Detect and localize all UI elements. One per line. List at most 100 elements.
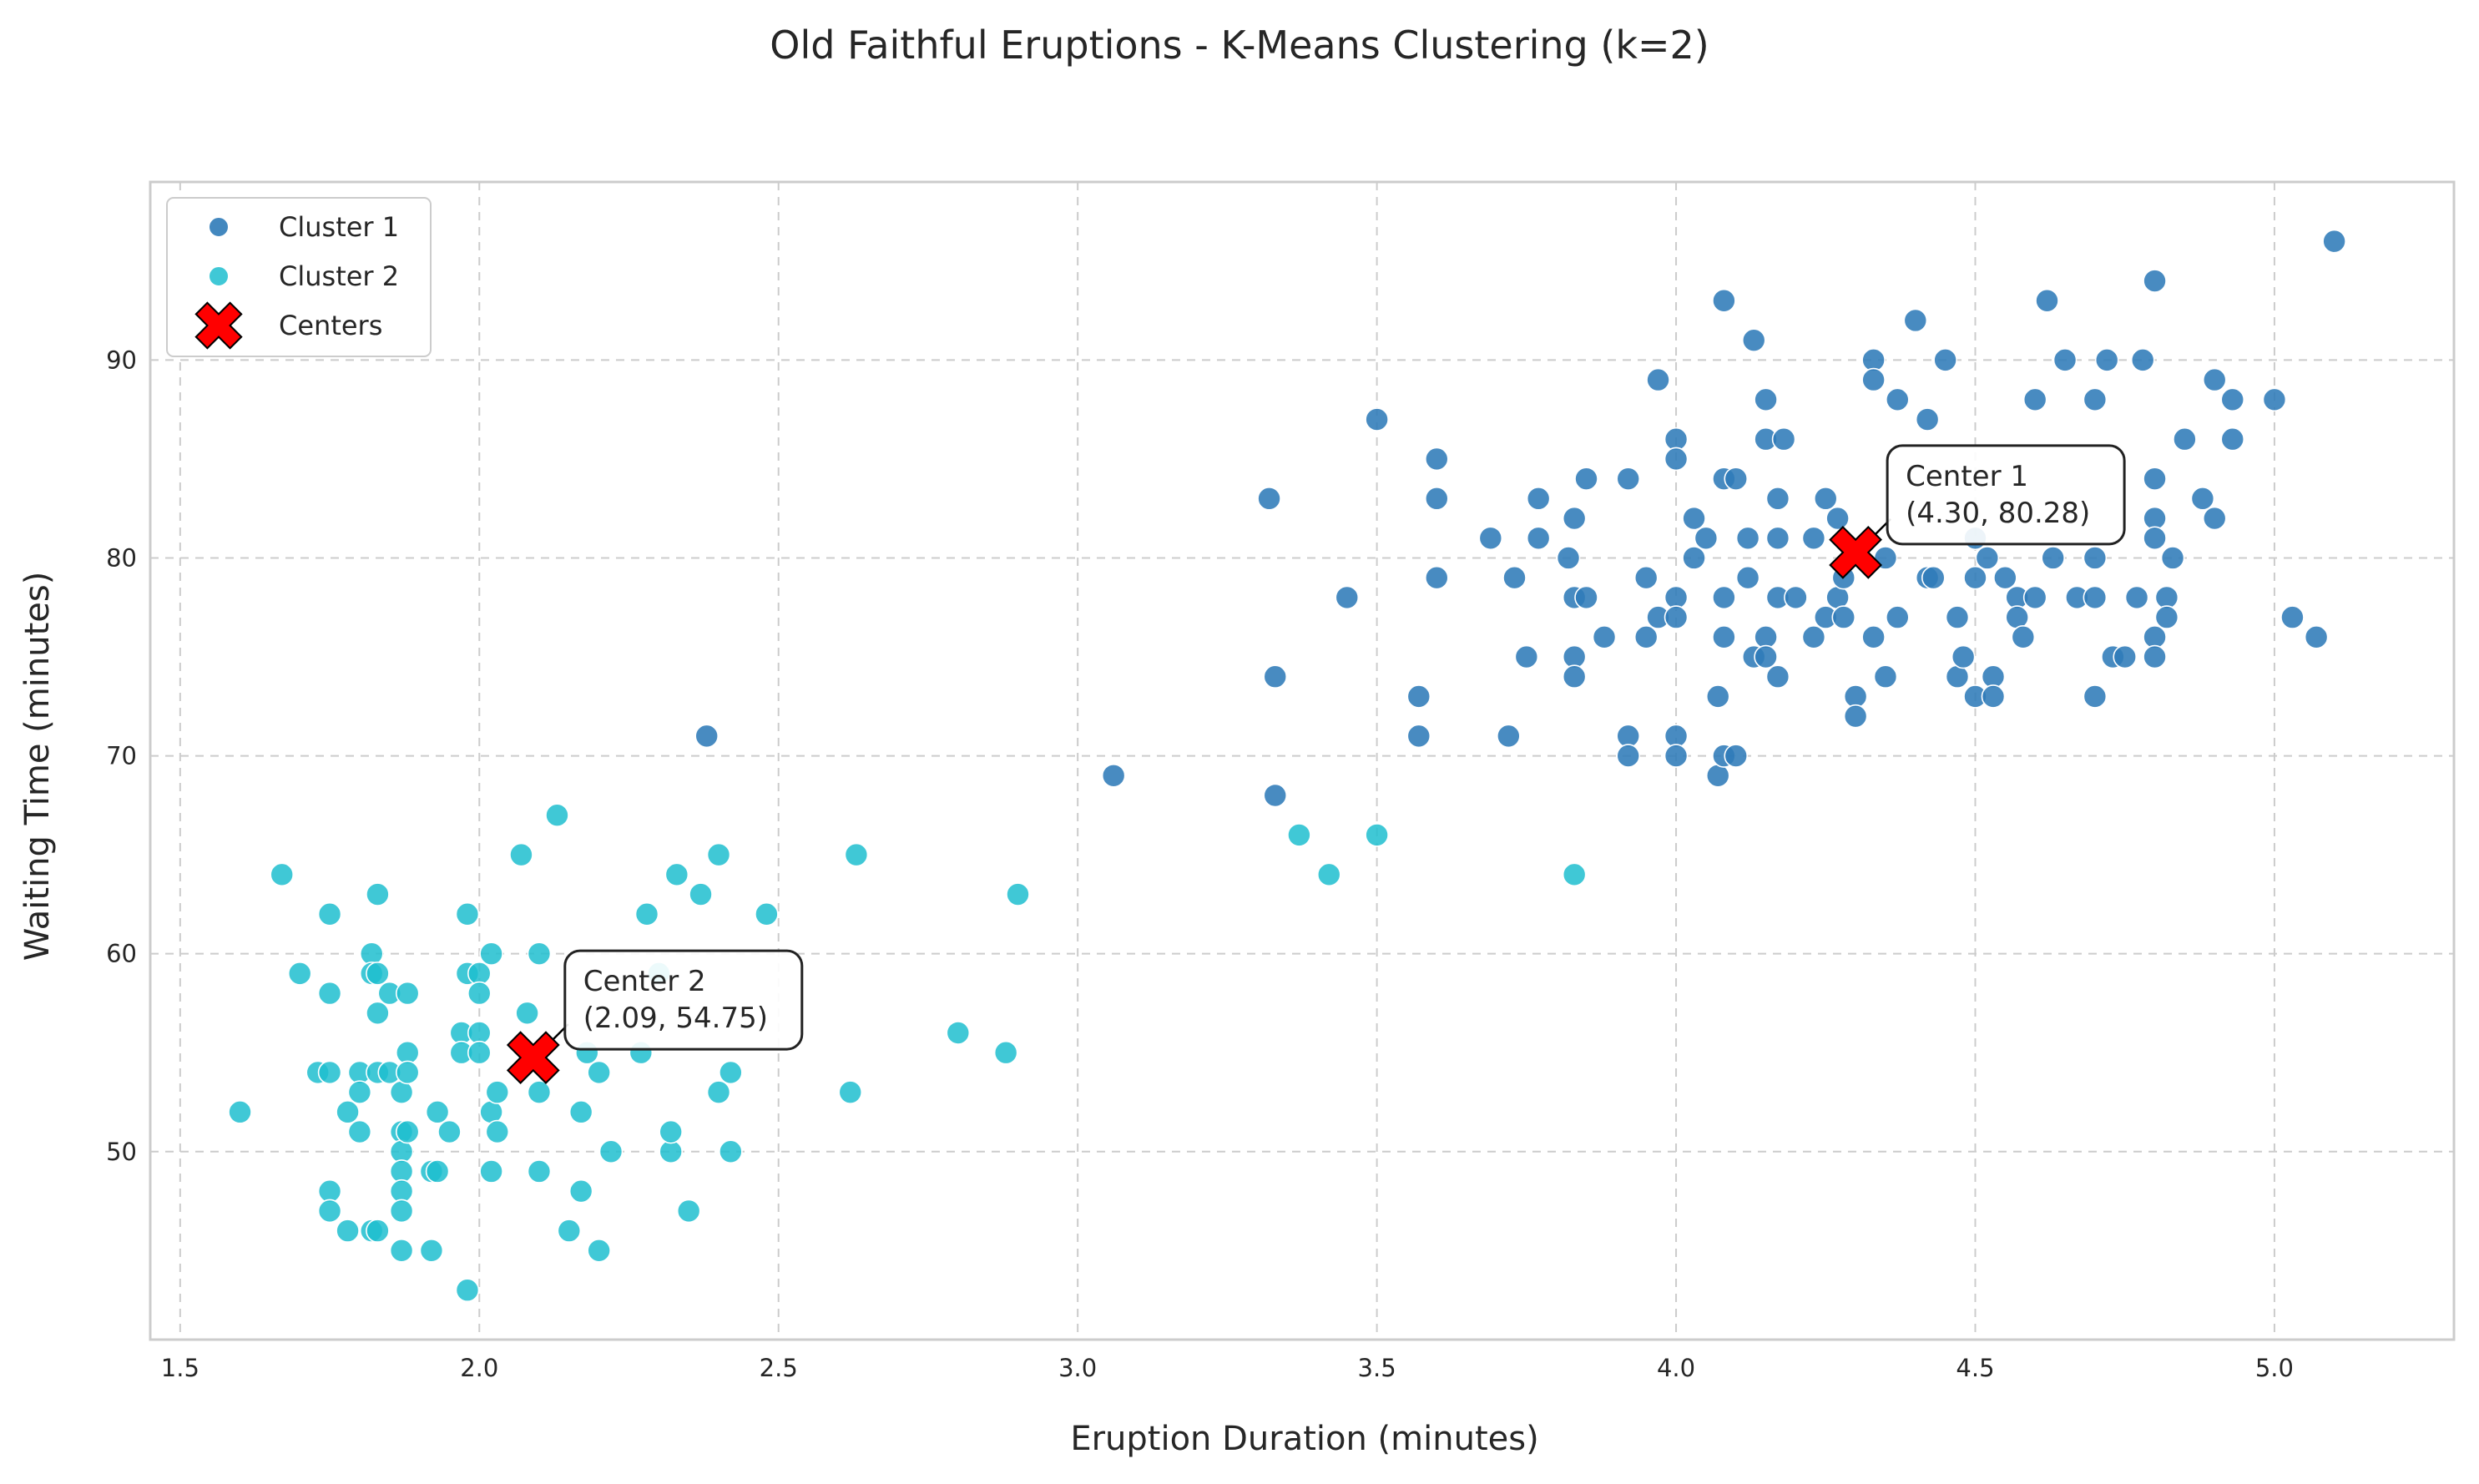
cluster-2-point: [366, 962, 390, 986]
cluster-1-point: [2083, 546, 2108, 570]
cluster-2-point: [946, 1021, 971, 1045]
cluster-1-point: [2220, 387, 2245, 412]
cluster-2-point: [317, 981, 342, 1006]
cluster-2-point: [395, 981, 420, 1006]
chart-title: Old Faithful Eruptions - K-Means Cluster…: [770, 23, 1709, 68]
cluster-1-point: [1843, 704, 1868, 729]
legend-marker-cluster-2: [208, 265, 230, 287]
cluster-1-point: [2160, 546, 2185, 570]
cluster-2-point: [659, 1119, 683, 1144]
cluster-1-point: [1562, 664, 1587, 689]
cluster-1-point: [1861, 367, 1886, 392]
cluster-2-point: [366, 1219, 390, 1243]
cluster-2-point: [755, 901, 779, 926]
cluster-2-point: [844, 842, 869, 867]
legend-label-cluster-2: Cluster 2: [279, 260, 399, 292]
y-tick-label: 80: [106, 543, 137, 572]
cluster-2-point: [598, 1139, 624, 1164]
cluster-1-point: [1933, 348, 1957, 372]
cluster-1-point: [1813, 487, 1838, 511]
cluster-1-point: [694, 724, 719, 749]
cluster-2-point: [1365, 823, 1389, 847]
cluster-1-point: [1765, 664, 1790, 689]
cluster-1-point: [2202, 506, 2227, 531]
cluster-2-point: [515, 1001, 539, 1026]
cluster-2-point: [527, 1159, 552, 1184]
cluster-2-point: [467, 981, 492, 1006]
y-axis-label: Waiting Time (minutes): [18, 572, 57, 962]
center-annotations: Center 1 (4.30, 80.28) Center 2 (2.09, 54.7…: [506, 444, 2126, 1085]
cluster-1-point: [1633, 625, 1659, 649]
cluster-1-point: [2143, 644, 2167, 669]
cluster-2-point: [1006, 882, 1030, 906]
cluster-1-point: [2143, 269, 2167, 293]
cluster-1-point: [2083, 684, 2108, 709]
cluster-1-point: [2022, 585, 2047, 610]
cluster-1-point: [1915, 407, 1940, 432]
cluster-2-point: [425, 1100, 450, 1124]
x-tick-label: 1.5: [161, 1354, 199, 1382]
x-tick-label: 3.0: [1058, 1354, 1097, 1382]
cluster-1-point: [1556, 546, 1581, 570]
cluster-1-point: [1735, 526, 1760, 551]
cluster-1-point: [1682, 506, 1706, 531]
cluster-1-point: [1963, 565, 1987, 590]
cluster-2-point: [287, 962, 312, 986]
cluster-2-point: [395, 1060, 420, 1085]
cluster-1-point: [1497, 724, 1521, 749]
cluster-2-point: [389, 1080, 414, 1104]
cluster-1-point: [1616, 744, 1641, 768]
cluster-1-point: [2035, 288, 2059, 313]
cluster-1-point: [1951, 644, 1976, 669]
legend-label-cluster-1: Cluster 1: [279, 211, 399, 243]
cluster-2-point: [455, 901, 480, 926]
cluster-1-point: [1592, 625, 1617, 649]
cluster-1-point: [1526, 526, 1551, 551]
cluster-2-point: [437, 1119, 462, 1144]
cluster-1-point: [1885, 605, 1910, 629]
cluster-2-point: [228, 1100, 252, 1124]
cluster-2-point: [485, 1080, 510, 1104]
cluster-1-point: [1765, 487, 1790, 511]
cluster-2-point: [455, 1278, 480, 1303]
cluster-2-point: [395, 1119, 420, 1144]
plot-frame: [149, 180, 2456, 1341]
cluster-1-point: [1424, 565, 1449, 590]
cluster-2-point: [479, 941, 503, 966]
cluster-2-point: [993, 1040, 1018, 1065]
cluster-1-point: [2124, 585, 2149, 610]
cluster-2-point: [366, 1001, 390, 1026]
cluster-1-point: [1574, 585, 1598, 610]
cluster-1-point: [2083, 387, 2108, 412]
cluster-1-point: [1365, 407, 1389, 432]
legend: Cluster 1 Cluster 2 Centers: [166, 197, 432, 357]
cluster-1-point: [1574, 467, 1598, 491]
cluster-1-point: [2113, 644, 2138, 669]
cluster-2-point: [664, 862, 689, 887]
cluster-1-point: [2262, 387, 2287, 412]
plot-area: 1.5 2.0 2.5 3.0 3.5 4.0 4.5 5.0 50 60 70 80 90 Cent…: [106, 180, 2456, 1382]
cluster-1-point: [1784, 585, 1808, 610]
cluster-1-point: [1705, 684, 1730, 709]
annotation-line-2: (2.09, 54.75): [583, 1002, 768, 1035]
cluster-1-point: [2173, 427, 2197, 452]
cluster-2-point: [336, 1100, 360, 1124]
cluster-1-point: [1945, 605, 1970, 629]
cluster-2-point: [366, 882, 390, 906]
cluster-1-point: [2022, 387, 2047, 412]
annotation-line-2: (4.30, 80.28): [1906, 497, 2090, 530]
cluster-1-point: [1754, 387, 1778, 412]
y-axis-ticks: 50 60 70 80 90: [106, 346, 137, 1165]
cluster-1-point: [1885, 387, 1910, 412]
cluster-1-point: [1514, 644, 1539, 669]
cluster-2-point: [509, 842, 533, 867]
cluster-2-point: [389, 1199, 414, 1224]
cluster-2-point: [587, 1060, 611, 1085]
cluster-2-point: [425, 1159, 450, 1184]
cluster-2-point: [689, 882, 713, 906]
cluster-1-point: [2280, 605, 2305, 629]
annotation-box: [1886, 444, 2126, 546]
x-axis-label: Eruption Duration (minutes): [1070, 1420, 1538, 1458]
cluster-1-point: [1335, 585, 1360, 610]
cluster-2-point: [336, 1219, 360, 1243]
